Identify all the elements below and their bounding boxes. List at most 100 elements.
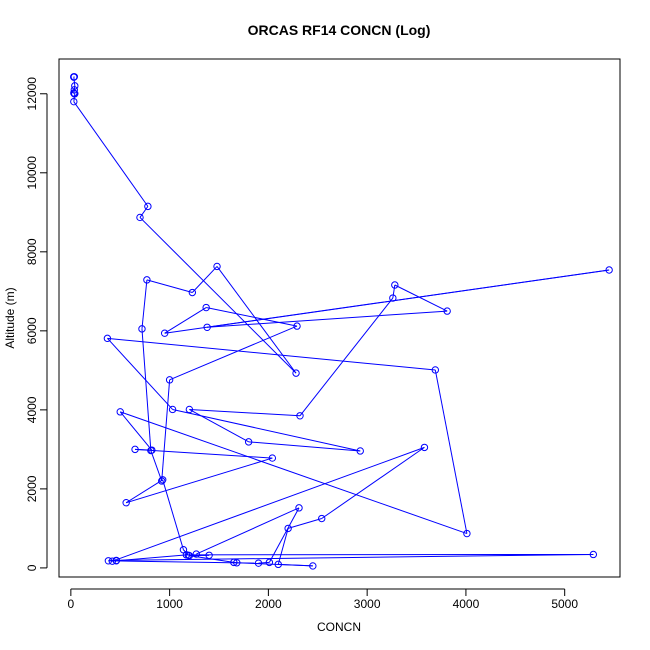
data-point — [104, 557, 113, 565]
x-tick-label: 4000 — [453, 597, 480, 611]
series-segment — [141, 279, 148, 329]
data-point — [205, 551, 213, 559]
data-point — [463, 529, 471, 538]
data-point — [131, 445, 139, 454]
data-point — [244, 438, 253, 446]
series-segment — [207, 310, 448, 328]
data-point — [295, 504, 303, 512]
series-segment — [299, 297, 394, 417]
data-point — [254, 559, 263, 567]
y-tick-label: 4000 — [25, 396, 39, 423]
data-point — [136, 213, 144, 222]
data-point — [138, 325, 146, 333]
data-point — [70, 73, 78, 81]
series-segment — [248, 441, 361, 452]
data-point — [70, 97, 78, 106]
series-segment — [161, 379, 171, 482]
series-segment — [434, 369, 468, 534]
data-point — [108, 557, 117, 565]
series-segment — [73, 93, 76, 102]
data-point — [274, 560, 282, 569]
y-axis-label: Altitude (m) — [3, 287, 17, 348]
y-tick-label: 0 — [25, 564, 39, 571]
data-point — [605, 266, 613, 274]
data-point — [159, 476, 167, 484]
series-segment — [120, 411, 468, 535]
data-point — [143, 276, 151, 284]
series-segment — [126, 457, 273, 504]
series-segment — [394, 284, 448, 312]
x-tick-label: 1000 — [156, 597, 183, 611]
series-segment — [139, 206, 149, 218]
x-axis-label: CONCN — [317, 620, 361, 634]
data-point — [144, 202, 152, 211]
y-tick-label: 2000 — [25, 475, 39, 502]
series-segment — [135, 448, 273, 459]
series-segment — [73, 77, 76, 86]
data-point — [192, 550, 200, 558]
x-tick-label: 3000 — [354, 597, 381, 611]
data-point — [230, 558, 238, 567]
data-point — [356, 447, 364, 455]
y-tick-label: 6000 — [25, 317, 39, 344]
series-segment — [287, 518, 322, 529]
data-point — [296, 412, 304, 420]
data-point — [420, 443, 429, 452]
data-point — [148, 446, 156, 454]
series-segment — [278, 563, 313, 567]
x-tick-label: 2000 — [255, 597, 282, 611]
series-segment — [146, 279, 193, 293]
data-point — [389, 294, 397, 302]
data-point — [202, 303, 210, 312]
data-point — [188, 288, 197, 297]
series-segment — [150, 450, 163, 482]
x-axis: 0 1000 2000 3000 4000 5000 — [68, 588, 578, 611]
data-point — [185, 405, 194, 414]
data-point — [203, 323, 211, 331]
series-segment — [139, 217, 297, 374]
series-segment — [189, 408, 301, 417]
data-point — [268, 454, 277, 462]
data-point — [589, 550, 598, 559]
plot-frame — [58, 58, 621, 578]
data-point — [293, 322, 301, 330]
data-point — [122, 499, 130, 507]
data-point — [182, 551, 191, 559]
data-point — [103, 334, 112, 343]
data-point — [309, 562, 317, 570]
series-segment — [162, 479, 184, 550]
y-axis: 0 2000 4000 6000 8000 10000 12000 — [25, 77, 48, 571]
series-segment — [112, 446, 425, 562]
data-point — [160, 329, 169, 337]
data-point — [431, 366, 440, 374]
data-point — [165, 376, 174, 384]
series-lines — [73, 76, 610, 567]
data-point — [70, 86, 79, 94]
series-segment — [191, 266, 218, 293]
y-tick-label: 12000 — [25, 77, 39, 111]
y-tick-label: 8000 — [25, 238, 39, 265]
series-segment — [116, 553, 594, 561]
series-segment — [207, 269, 610, 328]
data-point — [318, 514, 326, 523]
data-point — [185, 551, 194, 560]
series-segment — [107, 337, 436, 371]
data-point — [265, 558, 274, 567]
data-point — [158, 477, 166, 485]
series-segment — [172, 408, 361, 452]
series-segment — [206, 307, 298, 327]
chart-title: ORCAS RF14 CONCN (Log) — [248, 22, 431, 38]
series-segment — [141, 328, 152, 451]
series-segment — [164, 307, 207, 334]
y-tick-label: 10000 — [25, 156, 39, 190]
data-point — [116, 408, 124, 416]
data-point — [233, 559, 241, 567]
series-segment — [196, 507, 300, 555]
series-segment — [258, 561, 270, 564]
series-segment — [73, 101, 149, 207]
series-segment — [183, 549, 189, 556]
series-segment — [268, 507, 300, 563]
series-points — [70, 73, 613, 570]
